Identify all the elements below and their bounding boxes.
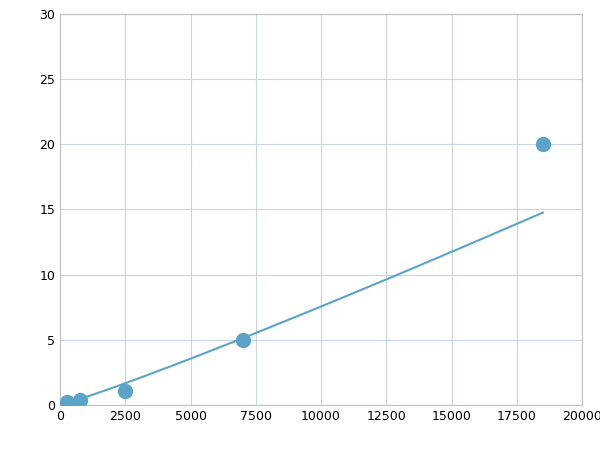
Point [62, 399, 71, 406]
Point [238, 336, 248, 343]
Point [121, 387, 130, 394]
Point [538, 140, 548, 148]
Point [75, 397, 85, 404]
